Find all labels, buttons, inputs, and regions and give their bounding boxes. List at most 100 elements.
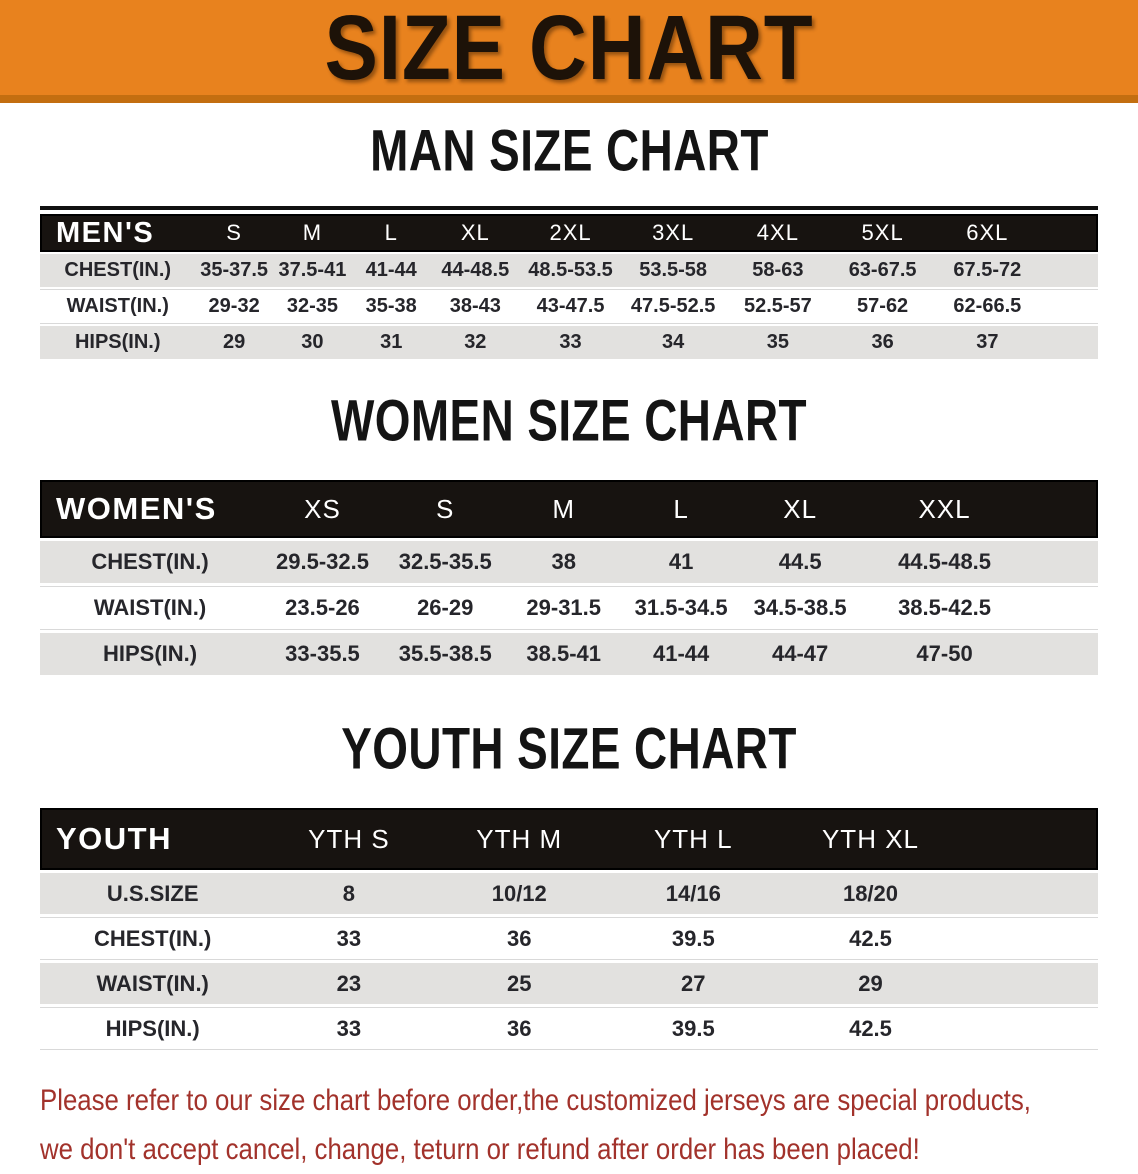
col-header: YTH S <box>308 823 390 854</box>
value-cell: 31.5-34.5 <box>634 595 728 620</box>
value-cell: 10/12 <box>491 880 547 906</box>
men-table-top-rule <box>40 206 1098 210</box>
value-cell: 47.5-52.5 <box>630 295 716 317</box>
men-table-title-cell: MEN'S <box>56 216 155 249</box>
youth-chest-row: CHEST(IN.) 33 36 39.5 42.5 <box>40 917 1098 960</box>
value-cell: 34 <box>662 331 685 353</box>
value-cell: 44-48.5 <box>441 259 510 281</box>
women-hips-row: HIPS(IN.) 33-35.5 35.5-38.5 38.5-41 41-4… <box>40 633 1098 675</box>
value-cell: 8 <box>342 880 356 906</box>
value-cell: 57-62 <box>857 295 909 317</box>
col-header: M <box>302 220 323 245</box>
youth-size-table: YOUTH YTH S YTH M YTH L YTH XL U.S.SIZE … <box>40 808 1098 1050</box>
value-cell: 26-29 <box>417 595 474 620</box>
value-cell: 37 <box>976 331 999 353</box>
value-cell: 25 <box>507 970 532 996</box>
women-chest-row: CHEST(IN.) 29.5-32.5 32.5-35.5 38 41 44.… <box>40 541 1098 583</box>
value-cell: 52.5-57 <box>743 295 812 317</box>
col-header: M <box>552 493 576 524</box>
value-cell: 36 <box>507 925 532 951</box>
value-cell: 27 <box>681 970 706 996</box>
value-cell: 32-35 <box>286 295 338 317</box>
value-cell: 63-67.5 <box>848 259 917 281</box>
men-section-heading: MAN SIZE CHART <box>0 118 1138 186</box>
value-cell: 29-32 <box>208 295 260 317</box>
value-cell: 23.5-26 <box>285 595 360 620</box>
value-cell: 44-47 <box>772 641 829 666</box>
value-cell: 18/20 <box>842 880 899 906</box>
value-cell: 35 <box>766 331 789 353</box>
col-header: XS <box>304 493 341 524</box>
value-cell: 58-63 <box>752 259 804 281</box>
row-label: HIPS(IN.) <box>74 331 161 353</box>
col-header: 2XL <box>549 220 592 245</box>
col-header: XL <box>460 220 490 245</box>
youth-section-heading: YOUTH SIZE CHART <box>0 716 1138 784</box>
value-cell: 35-38 <box>365 295 417 317</box>
col-header: S <box>436 493 455 524</box>
row-label: HIPS(IN.) <box>105 1015 200 1041</box>
value-cell: 48.5-53.5 <box>528 259 613 281</box>
value-cell: 36 <box>871 331 894 353</box>
value-cell: 44.5-48.5 <box>898 549 992 574</box>
value-cell: 37.5-41 <box>278 259 347 281</box>
value-cell: 38.5-41 <box>526 641 602 666</box>
youth-ussize-row: U.S.SIZE 8 10/12 14/16 18/20 <box>40 873 1098 914</box>
col-header: S <box>226 220 242 245</box>
value-cell: 33 <box>559 331 582 353</box>
value-cell: 47-50 <box>916 641 973 666</box>
youth-hips-row: HIPS(IN.) 33 36 39.5 42.5 <box>40 1007 1098 1050</box>
value-cell: 14/16 <box>665 880 721 906</box>
value-cell: 32.5-35.5 <box>398 549 492 574</box>
row-label: WAIST(IN.) <box>96 970 209 996</box>
value-cell: 53.5-58 <box>639 259 708 281</box>
youth-section-heading-text: YOUTH SIZE CHART <box>341 716 797 782</box>
value-cell: 38 <box>551 549 576 574</box>
value-cell: 31 <box>380 331 403 353</box>
value-cell: 23 <box>336 970 362 996</box>
banner-title: SIZE CHART <box>324 0 814 99</box>
women-waist-row: WAIST(IN.) 23.5-26 26-29 29-31.5 31.5-34… <box>40 586 1098 630</box>
value-cell: 43-47.5 <box>536 295 605 317</box>
youth-table-header-row: YOUTH YTH S YTH M YTH L YTH XL <box>40 808 1098 870</box>
value-cell: 33 <box>336 925 362 951</box>
value-cell: 41-44 <box>652 641 710 666</box>
value-cell: 67.5-72 <box>953 259 1022 281</box>
value-cell: 39.5 <box>671 925 715 951</box>
men-hips-row: HIPS(IN.) 29 30 31 32 33 34 35 36 37 <box>40 326 1098 359</box>
value-cell: 62-66.5 <box>953 295 1022 317</box>
value-cell: 33 <box>336 1015 362 1041</box>
value-cell: 34.5-38.5 <box>753 595 847 620</box>
row-label: U.S.SIZE <box>106 880 199 906</box>
men-chest-row: CHEST(IN.) 35-37.5 37.5-41 41-44 44-48.5… <box>40 254 1098 287</box>
value-cell: 41-44 <box>365 259 417 281</box>
men-size-table: MEN'S S M L XL 2XL 3XL 4XL 5XL 6XL CHEST… <box>40 206 1098 359</box>
row-label: WAIST(IN.) <box>66 295 169 317</box>
value-cell: 42.5 <box>849 1015 892 1041</box>
col-header: 6XL <box>966 220 1009 245</box>
col-header: YTH L <box>653 823 733 854</box>
col-header: L <box>673 493 689 524</box>
row-label: CHEST(IN.) <box>91 549 209 574</box>
col-header: 5XL <box>861 220 904 245</box>
women-size-table: WOMEN'S XS S M L XL XXL CHEST(IN.) 29.5-… <box>40 480 1098 675</box>
value-cell: 42.5 <box>849 925 892 951</box>
row-label: CHEST(IN.) <box>94 925 212 951</box>
men-table-header-row: MEN'S S M L XL 2XL 3XL 4XL 5XL 6XL <box>40 214 1098 252</box>
col-header: YTH XL <box>821 823 919 854</box>
value-cell: 35.5-38.5 <box>398 641 492 666</box>
value-cell: 32 <box>464 331 487 353</box>
col-header: L <box>384 220 398 245</box>
col-header: 4XL <box>756 220 799 245</box>
row-label: WAIST(IN.) <box>93 595 207 620</box>
value-cell: 30 <box>301 331 324 353</box>
men-section-heading-text: MAN SIZE CHART <box>369 118 769 184</box>
value-cell: 35-37.5 <box>200 259 269 281</box>
col-header: 3XL <box>652 220 695 245</box>
value-cell: 29 <box>223 331 246 353</box>
men-waist-row: WAIST(IN.) 29-32 32-35 35-38 38-43 43-47… <box>40 289 1098 324</box>
value-cell: 29 <box>858 970 883 996</box>
value-cell: 38-43 <box>449 295 501 317</box>
youth-waist-row: WAIST(IN.) 23 25 27 29 <box>40 963 1098 1004</box>
women-table-header-row: WOMEN'S XS S M L XL XXL <box>40 480 1098 538</box>
